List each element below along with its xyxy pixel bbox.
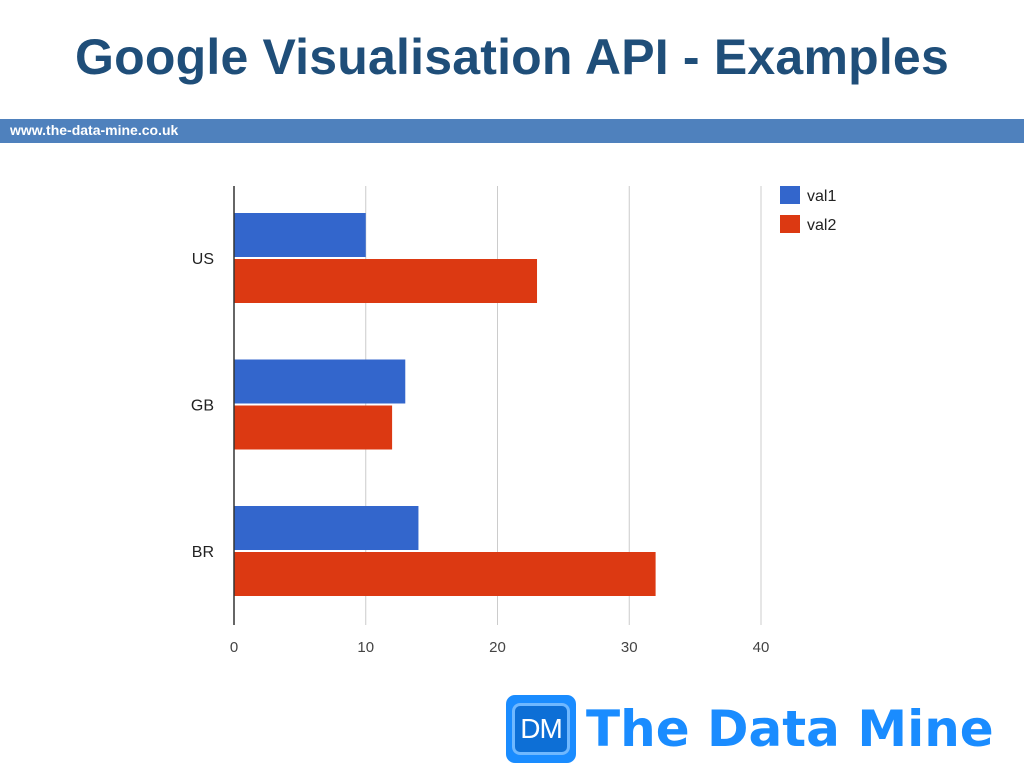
bar-us-val2 (234, 259, 538, 303)
bar-gb-val2 (234, 405, 393, 450)
url-banner: www.the-data-mine.co.uk (0, 119, 1024, 143)
legend-label-val1: val1 (807, 188, 836, 205)
bar-us-val1 (234, 213, 366, 257)
category-label-br: BR (192, 544, 214, 561)
category-label-gb: GB (191, 398, 214, 415)
legend-label-val2: val2 (807, 217, 836, 234)
x-tick-label-40: 40 (753, 639, 770, 656)
x-tick-label-0: 0 (230, 639, 238, 656)
bar-gb-val1 (234, 359, 406, 404)
x-tick-label-10: 10 (357, 639, 374, 656)
bar-br-val1 (234, 506, 419, 550)
data-mine-logo: DM The Data Mine (506, 695, 1016, 763)
category-label-us: US (192, 251, 214, 268)
x-tick-label-30: 30 (621, 639, 638, 656)
website-url: www.the-data-mine.co.uk (10, 122, 179, 138)
bar-br-val2 (234, 552, 656, 596)
slide-title: Google Visualisation API - Examples (75, 29, 949, 85)
x-tick-label-20: 20 (489, 639, 506, 656)
legend-swatch-val2 (780, 215, 800, 233)
logo-badge: DM (506, 695, 576, 763)
legend-swatch-val1 (780, 186, 800, 204)
logo-text: The Data Mine (586, 700, 994, 758)
logo-initials: DM (520, 713, 563, 744)
